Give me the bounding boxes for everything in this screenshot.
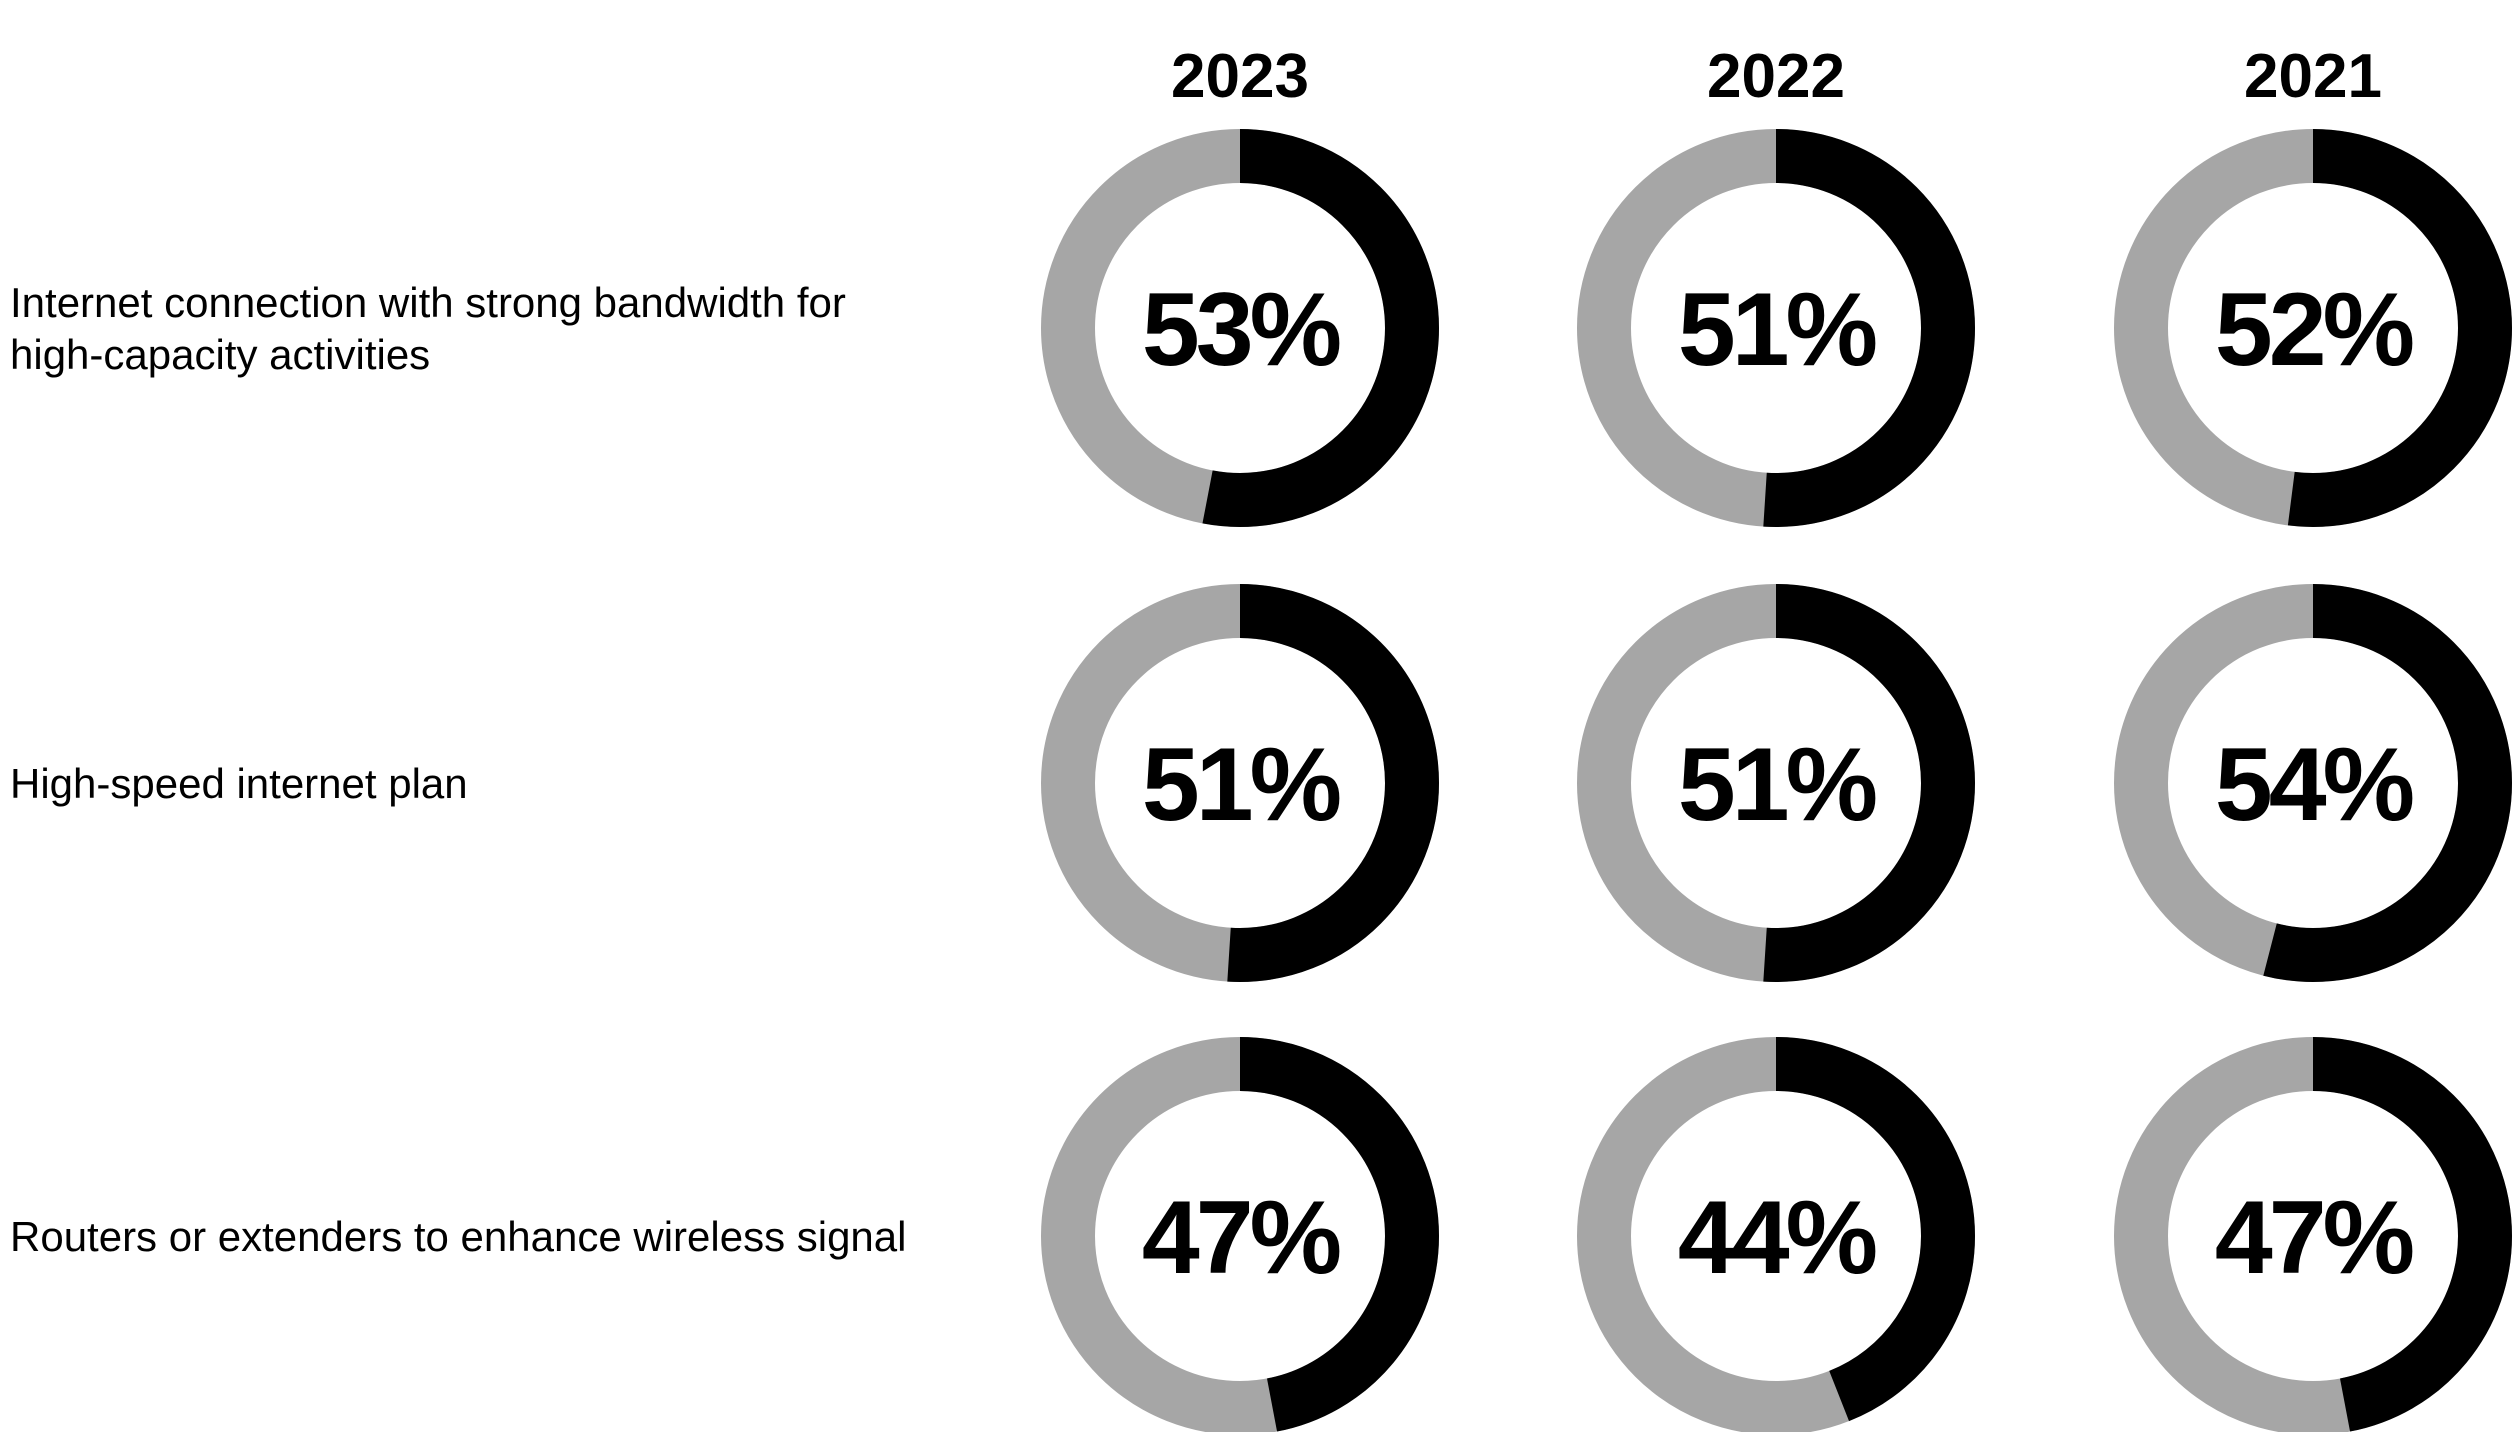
- donut-value-arc: [2114, 1037, 2512, 1432]
- column-label-2021: 2021: [2244, 42, 2382, 111]
- donut-2021-row-2: 54%: [2114, 584, 2512, 982]
- donut-value-arc: [1041, 129, 1439, 527]
- donut-2023-row-2: 51%: [1041, 584, 1439, 982]
- donut-2022-row-3: 44%: [1577, 1037, 1975, 1432]
- donut-value-arc: [2114, 584, 2512, 982]
- row-labels: Internet connection with strong bandwidt…: [10, 279, 906, 1260]
- row-label-2-line-1: High-speed internet plan: [10, 760, 468, 807]
- row-label-1-line-1: Internet connection with strong bandwidt…: [10, 279, 846, 326]
- donut-2021-row-1: 52%: [2114, 129, 2512, 527]
- donut-value-arc: [1041, 1037, 1439, 1432]
- column-label-2022: 2022: [1707, 42, 1845, 111]
- donut-value-arc: [1577, 1037, 1975, 1432]
- donut-2022-row-2: 51%: [1577, 584, 1975, 982]
- donut-value-arc: [1577, 584, 1975, 982]
- donut-value-label: 47%: [2215, 1180, 2413, 1296]
- donut-value-label: 53%: [1142, 272, 1340, 388]
- row-label-3-line-1: Routers or extenders to enhance wireless…: [10, 1213, 906, 1260]
- donut-value-label: 47%: [1142, 1180, 1340, 1296]
- donut-value-label: 54%: [2215, 727, 2413, 843]
- year-labels: 2023 2022 2021: [1171, 42, 2382, 111]
- donut-2023-row-1: 53%: [1041, 129, 1439, 527]
- donut-value-label: 51%: [1678, 272, 1876, 388]
- donuts: 53% 51% 52% 51% 51% 54% 47% 44% 47%: [1041, 129, 2512, 1432]
- donut-2022-row-1: 51%: [1577, 129, 1975, 527]
- donut-value-arc: [1577, 129, 1975, 527]
- row-label-1-line-2: high-capacity activities: [10, 331, 430, 378]
- donut-2021-row-3: 47%: [2114, 1037, 2512, 1432]
- donut-value-label: 52%: [2215, 272, 2413, 388]
- donut-2023-row-3: 47%: [1041, 1037, 1439, 1432]
- donut-value-arc: [1041, 584, 1439, 982]
- donut-value-arc: [2114, 129, 2512, 527]
- column-label-2023: 2023: [1171, 42, 1309, 111]
- donut-value-label: 51%: [1678, 727, 1876, 843]
- donut-value-label: 44%: [1678, 1180, 1876, 1296]
- donut-value-label: 51%: [1142, 727, 1340, 843]
